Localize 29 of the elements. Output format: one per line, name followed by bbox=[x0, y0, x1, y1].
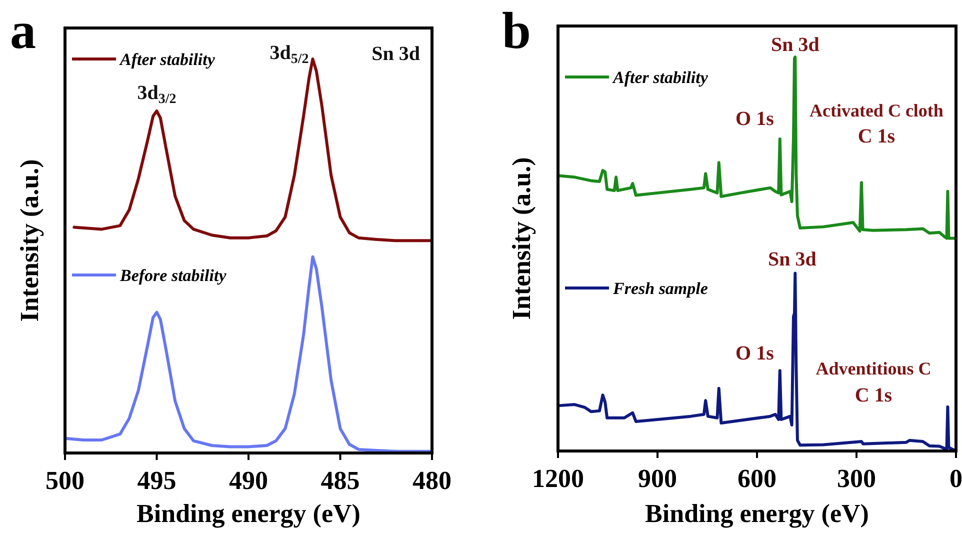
annotation: Sn 3d bbox=[768, 248, 816, 270]
legend-label: After stability bbox=[119, 50, 216, 69]
x-tick-label: 0 bbox=[950, 464, 962, 493]
x-tick-label: 490 bbox=[229, 466, 268, 495]
x-tick-label: 900 bbox=[638, 464, 677, 493]
annotation: O 1s bbox=[736, 108, 774, 130]
legend-label: Fresh sample bbox=[612, 279, 708, 298]
legend-label: Before stability bbox=[119, 266, 227, 285]
annotation: O 1s bbox=[736, 342, 774, 365]
x-tick-label: 480 bbox=[412, 466, 452, 495]
x-tick-label: 495 bbox=[137, 466, 176, 495]
x-axis-title: Binding energy (eV) bbox=[136, 499, 360, 528]
annotation: Activated C cloth C 1s bbox=[809, 100, 944, 148]
annotation: 3d$_{3/2}$ bbox=[137, 82, 176, 108]
chart-title: a bbox=[10, 3, 36, 60]
annotation: Adventitious C C 1s bbox=[816, 358, 932, 407]
x-axis-title: Binding energy (eV) bbox=[645, 499, 869, 528]
annotation: Sn 3d bbox=[770, 34, 820, 56]
x-tick-label: 485 bbox=[320, 466, 360, 495]
x-tick-label: 300 bbox=[837, 464, 876, 493]
x-tick-label: 600 bbox=[738, 464, 776, 493]
annotation: Sn 3d bbox=[372, 43, 420, 65]
legend-label: After stability bbox=[612, 68, 708, 87]
x-tick-label: 500 bbox=[46, 466, 84, 495]
x-tick-label: 1200 bbox=[532, 464, 584, 493]
chart-title: b bbox=[502, 3, 531, 60]
y-axis-title: Intensity (a.u.) bbox=[507, 157, 536, 320]
y-axis-title: Intensity (a.u.) bbox=[15, 159, 44, 322]
annotation: 3d$_{5/2}$ bbox=[270, 42, 309, 68]
